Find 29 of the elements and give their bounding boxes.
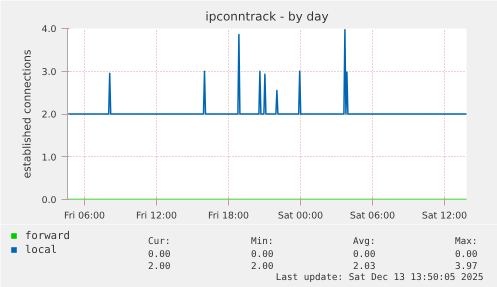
text: 2.03	[353, 261, 376, 272]
y-tick-label: 1.0	[42, 152, 57, 164]
x-tick-label: Sat 06:00	[350, 210, 396, 222]
x-tick-label: Sat 12:00	[422, 210, 468, 222]
x-tick-label: Fri 06:00	[64, 210, 106, 222]
chart-title: ipconntrack - by day	[205, 10, 329, 24]
text: Cur:	[148, 236, 171, 247]
text: 0.00	[455, 249, 478, 260]
text: 0.00	[251, 249, 274, 260]
text: Max:	[455, 236, 478, 247]
text: 2.00	[251, 261, 274, 272]
legend-label: local	[25, 243, 58, 256]
text: 0.00	[353, 249, 376, 260]
y-axis-title: established connections	[20, 49, 34, 178]
text: 2.00	[148, 261, 171, 272]
y-tick-label: 2.0	[42, 110, 57, 120]
line-series	[68, 29, 466, 115]
text: Min:	[251, 236, 274, 247]
text: Last update: Sat Dec 13 13:50:05 2025	[276, 272, 484, 283]
y-tick-label: 4.0	[42, 24, 57, 35]
y-tick-label: 3.0	[42, 66, 57, 78]
text: Avg:	[353, 236, 376, 247]
legend-label: forward	[25, 229, 70, 242]
x-tick-label: Fri 18:00	[208, 210, 250, 222]
x-tick-label: Fri 12:00	[136, 210, 178, 222]
text: 3.97	[455, 261, 478, 272]
text: 0.00	[148, 249, 171, 260]
y-tick-label: 0.0	[42, 195, 57, 206]
x-tick-label: Sat 00:00	[278, 210, 324, 222]
